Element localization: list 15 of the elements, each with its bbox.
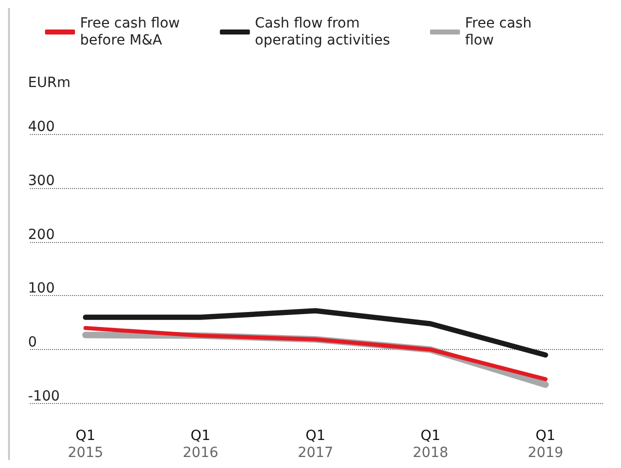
y-tick-label: 100: [28, 280, 55, 297]
y-axis-title: EURm: [28, 75, 70, 91]
y-tick-label: 0: [28, 334, 37, 351]
x-tick-label: Q1 2019: [528, 428, 564, 461]
y-tick-label: 400: [28, 119, 55, 135]
y-tick-label: 300: [28, 172, 55, 189]
legend-label: Free cash flow before M&A: [80, 16, 180, 48]
legend-label: Free cash flow: [464, 16, 532, 48]
y-tick-label: 200: [28, 226, 55, 243]
y-tick-label: -100: [28, 388, 60, 404]
x-tick-label: Q1 2016: [182, 428, 218, 461]
x-tick-label: Q1 2015: [68, 428, 104, 461]
legend-label: Cash flow from operating activities: [254, 16, 390, 48]
x-tick-label: Q1 2018: [412, 428, 448, 461]
x-tick-label: Q1 2017: [298, 428, 334, 461]
